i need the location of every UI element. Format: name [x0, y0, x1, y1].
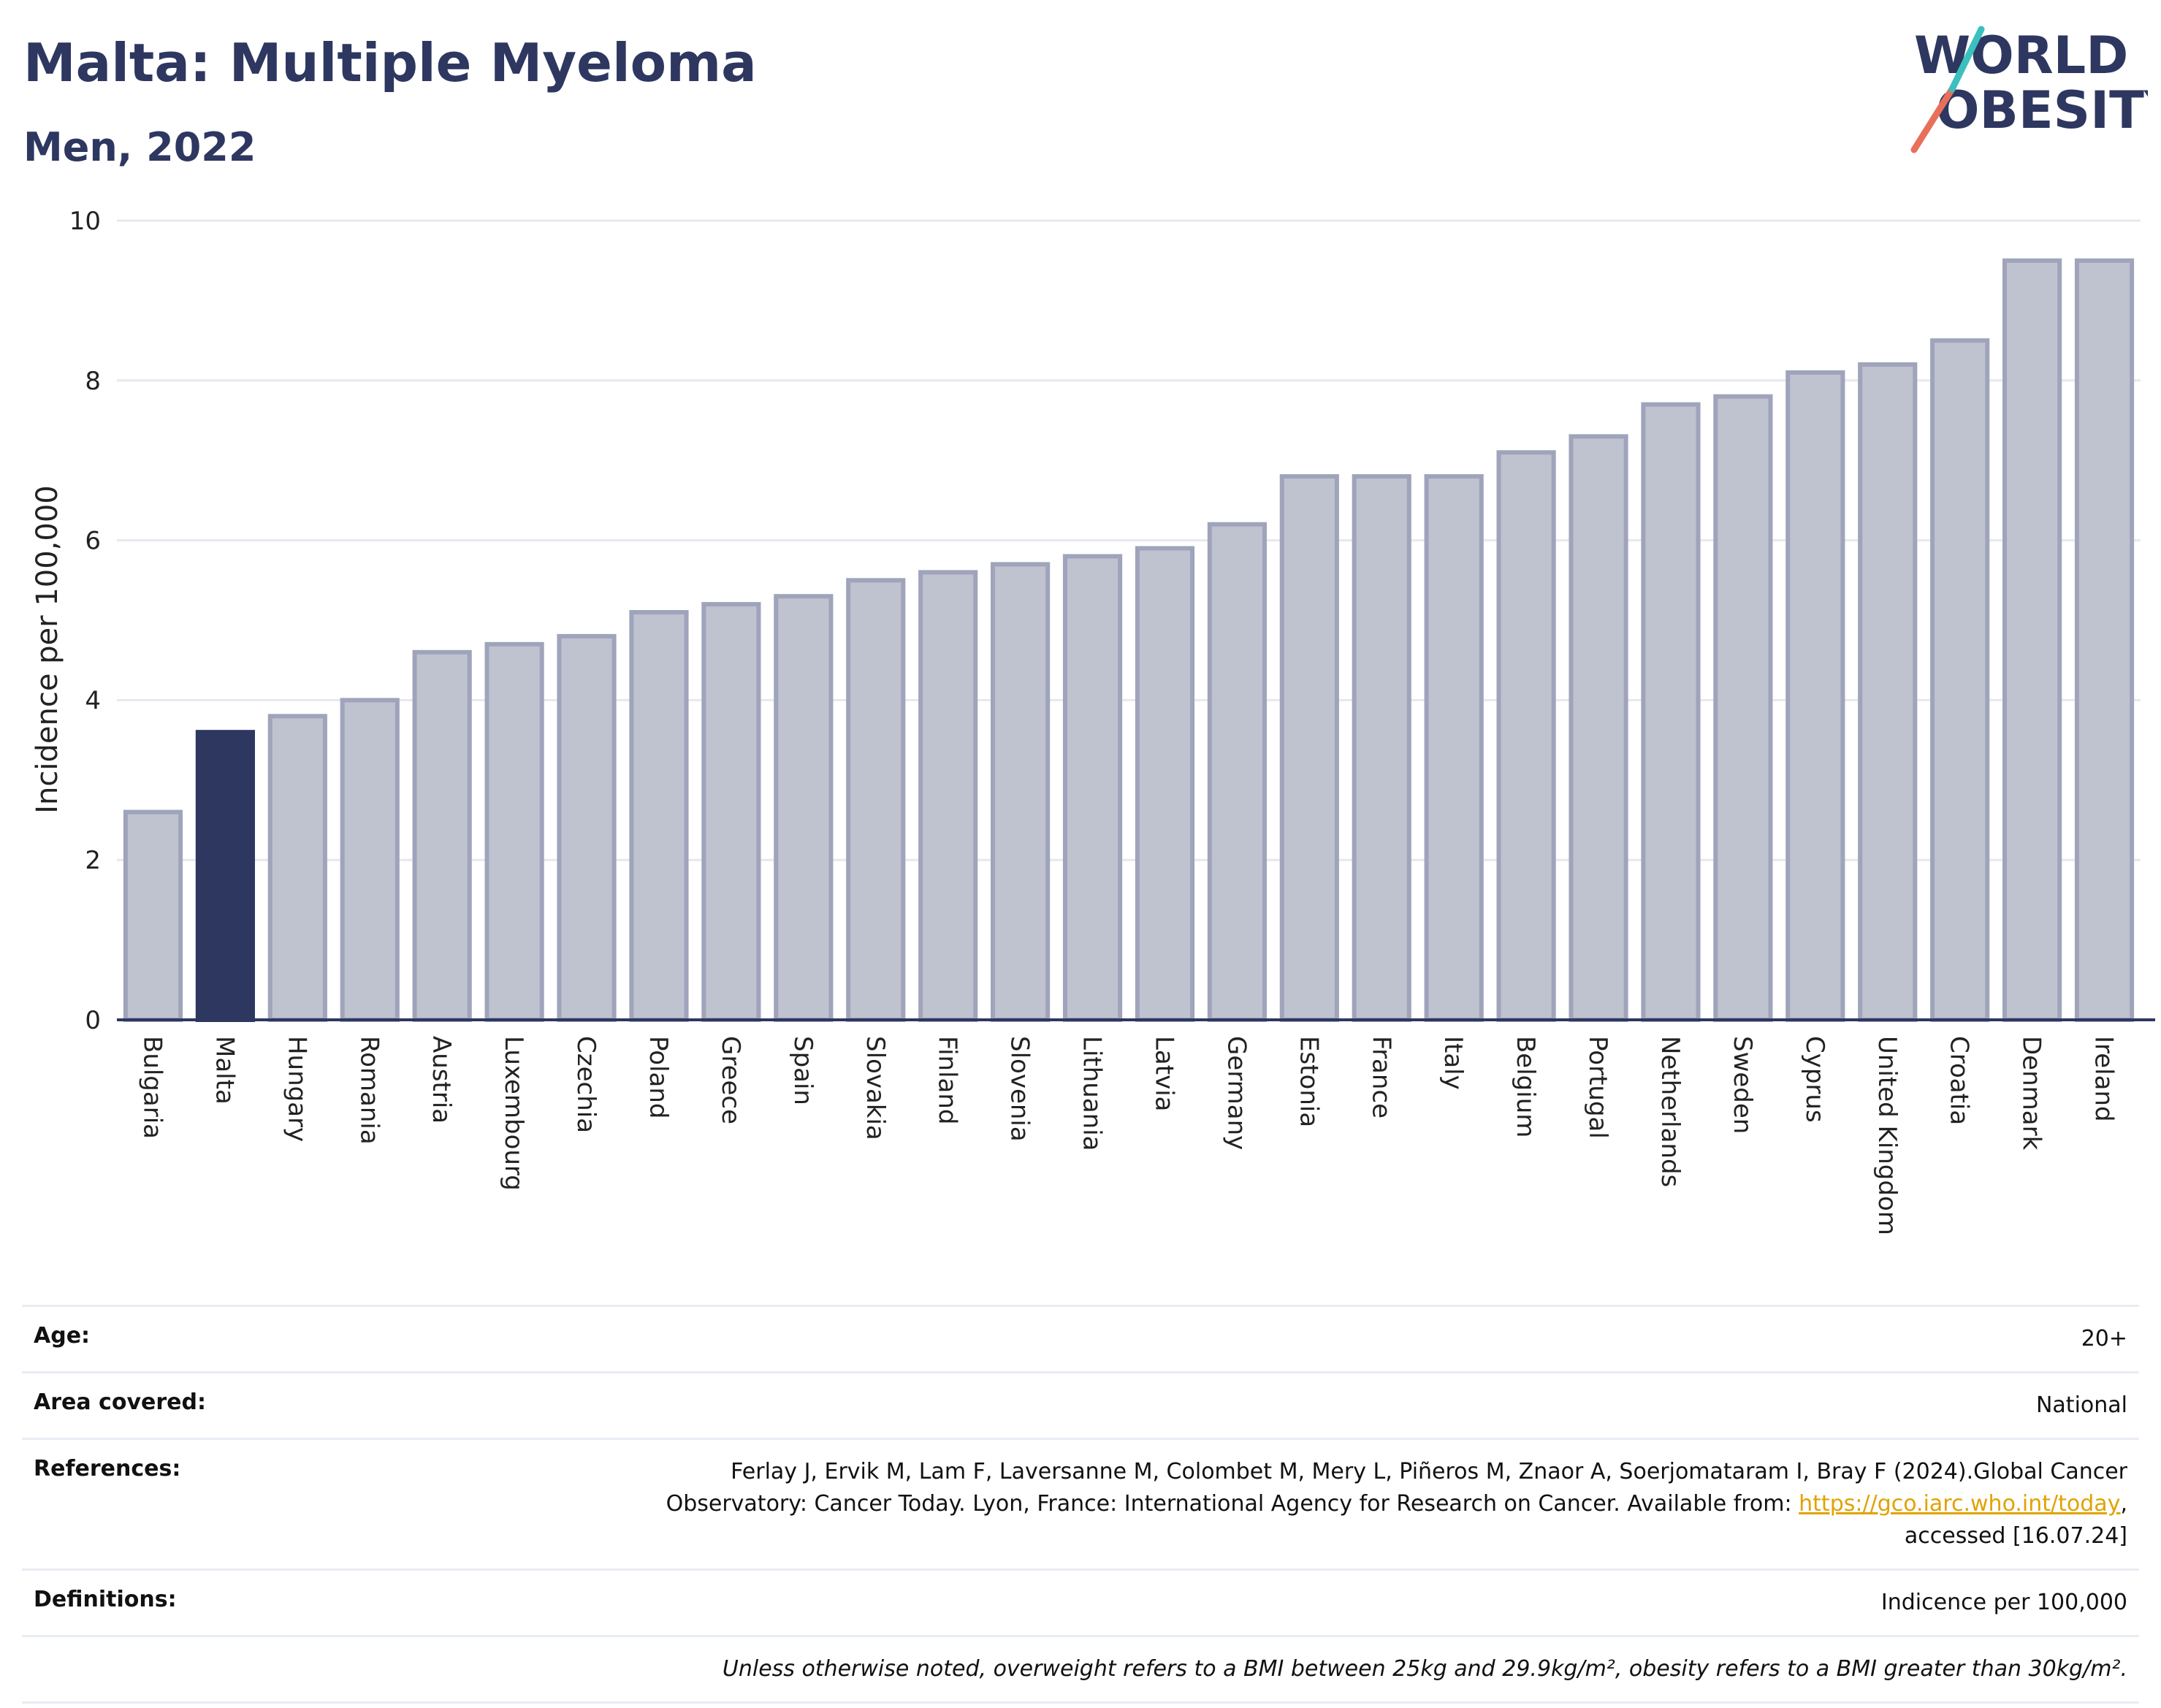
bar-cyprus	[1785, 370, 1845, 1022]
x-tick-label: Poland	[644, 1036, 673, 1119]
x-tick-label: Netherlands	[1655, 1036, 1685, 1187]
y-tick-label: 10	[69, 207, 101, 236]
x-tick-label: Slovenia	[1005, 1036, 1034, 1142]
bar-romania	[340, 698, 400, 1023]
bar-netherlands	[1641, 402, 1701, 1022]
definitions-value: Indicence per 100,000	[1880, 1590, 2127, 1615]
references-label: References:	[34, 1456, 181, 1482]
info-row-references: References: Ferlay J, Ervik M, Lam F, La…	[22, 1438, 2139, 1568]
references-line1: Ferlay J, Ervik M, Lam F, Laversanne M, …	[731, 1459, 2127, 1484]
bar-poland	[629, 610, 689, 1022]
y-tick-label: 6	[85, 527, 101, 556]
x-tick-label: Latvia	[1149, 1036, 1178, 1112]
bar-sweden	[1713, 394, 1773, 1022]
bar-croatia	[1930, 338, 1990, 1023]
bar-finland	[918, 570, 978, 1022]
x-tick-label: Cyprus	[1800, 1036, 1829, 1123]
bar-czechia	[557, 633, 617, 1022]
bmi-note: Unless otherwise noted, overweight refer…	[722, 1656, 2127, 1682]
bar-portugal	[1569, 434, 1628, 1022]
age-value: 20+	[2081, 1326, 2127, 1351]
chart-subtitle: Men, 2022	[23, 124, 256, 170]
info-row-age: Age: 20+	[22, 1305, 2139, 1371]
info-row-note: Unless otherwise noted, overweight refer…	[22, 1635, 2139, 1704]
bar-denmark	[2002, 258, 2062, 1023]
x-tick-label: Greece	[716, 1036, 745, 1124]
age-label: Age:	[34, 1323, 91, 1349]
area-label: Area covered:	[34, 1389, 206, 1415]
bar-slovakia	[846, 578, 906, 1022]
labels: 0 2 4 6 8 10 Bulgaria Malta Hungary Romania Austri…	[69, 207, 2119, 1235]
bar-spain	[774, 594, 834, 1022]
x-tick-label: Luxembourg	[499, 1036, 528, 1191]
bar-germany	[1207, 522, 1267, 1022]
chart-title: Malta: Multiple Myeloma	[23, 32, 757, 94]
x-tick-label: Romania	[354, 1036, 384, 1145]
info-row-definitions: Definitions: Indicence per 100,000	[22, 1568, 2139, 1635]
bar-estonia	[1279, 474, 1339, 1022]
bar-slovenia	[991, 562, 1051, 1022]
bar-greece	[701, 602, 761, 1022]
bar-united-kingdom	[1858, 362, 1918, 1023]
references-line2: Observatory: Cancer Today. Lyon, France:…	[666, 1491, 1792, 1517]
y-tick-label: 4	[85, 686, 101, 715]
bar-bulgaria	[123, 809, 183, 1023]
x-tick-label: Denmark	[2017, 1036, 2046, 1151]
x-tick-label: Italy	[1438, 1036, 1468, 1090]
bar-ireland	[2074, 258, 2135, 1023]
logo-slash-coral	[1910, 85, 1956, 153]
bars	[123, 258, 2135, 1023]
bar-france	[1352, 474, 1411, 1022]
x-tick-label: Lithuania	[1078, 1036, 1107, 1151]
area-value: National	[2035, 1392, 2127, 1418]
definitions-label: Definitions:	[34, 1587, 177, 1612]
references-line3: accessed [16.07.24]	[1904, 1523, 2127, 1549]
logo-slash-teal	[1948, 26, 1985, 93]
x-tick-label: Austria	[427, 1036, 456, 1124]
x-tick-label: Finland	[933, 1036, 962, 1125]
x-tick-label: Hungary	[282, 1036, 311, 1142]
x-tick-label: Belgium	[1511, 1036, 1540, 1137]
x-tick-label: Sweden	[1728, 1036, 1757, 1134]
references-link[interactable]: https://gco.iarc.who.int/today	[1799, 1491, 2121, 1517]
x-tick-label: Czechia	[571, 1036, 601, 1133]
info-table: Age: 20+ Area covered: National Referenc…	[22, 1305, 2139, 1704]
x-tick-label: Estonia	[1294, 1036, 1323, 1127]
logo-line1: WORLD	[1914, 26, 2128, 85]
x-tick-label: Ireland	[2089, 1036, 2119, 1122]
x-tick-label: Croatia	[1945, 1036, 1974, 1125]
bar-lithuania	[1062, 554, 1123, 1022]
y-tick-label: 2	[85, 846, 101, 875]
bar-belgium	[1496, 450, 1556, 1022]
y-axis-label: Incidence per 100,000	[31, 485, 64, 814]
bar-latvia	[1135, 546, 1195, 1022]
x-tick-label: Bulgaria	[137, 1036, 167, 1139]
x-tick-label: Malta	[210, 1036, 239, 1105]
x-tick-label: Germany	[1221, 1036, 1251, 1150]
x-tick-label: France	[1366, 1036, 1395, 1118]
references-value: Ferlay J, Ervik M, Lam F, Laversanne M, …	[666, 1459, 2127, 1549]
world-obesity-logo: WORLD OBESITY	[1910, 26, 2148, 153]
logo-line2: OBESITY	[1936, 80, 2148, 140]
bar-austria	[412, 649, 472, 1022]
bar-italy	[1424, 474, 1484, 1022]
bar-hungary	[267, 714, 327, 1023]
bar-malta	[195, 730, 255, 1022]
x-tick-label: Portugal	[1583, 1036, 1612, 1139]
x-tick-label: United Kingdom	[1872, 1036, 1902, 1235]
bar-chart: 0 2 4 6 8 10 Bulgaria Malta Hungary Romania Austri…	[31, 207, 2155, 1235]
x-tick-label: Spain	[788, 1036, 817, 1105]
bar-luxembourg	[484, 641, 544, 1022]
y-tick-label: 8	[85, 367, 101, 396]
x-tick-label: Slovakia	[861, 1036, 890, 1140]
y-tick-label: 0	[85, 1006, 101, 1035]
info-row-area: Area covered: National	[22, 1371, 2139, 1438]
